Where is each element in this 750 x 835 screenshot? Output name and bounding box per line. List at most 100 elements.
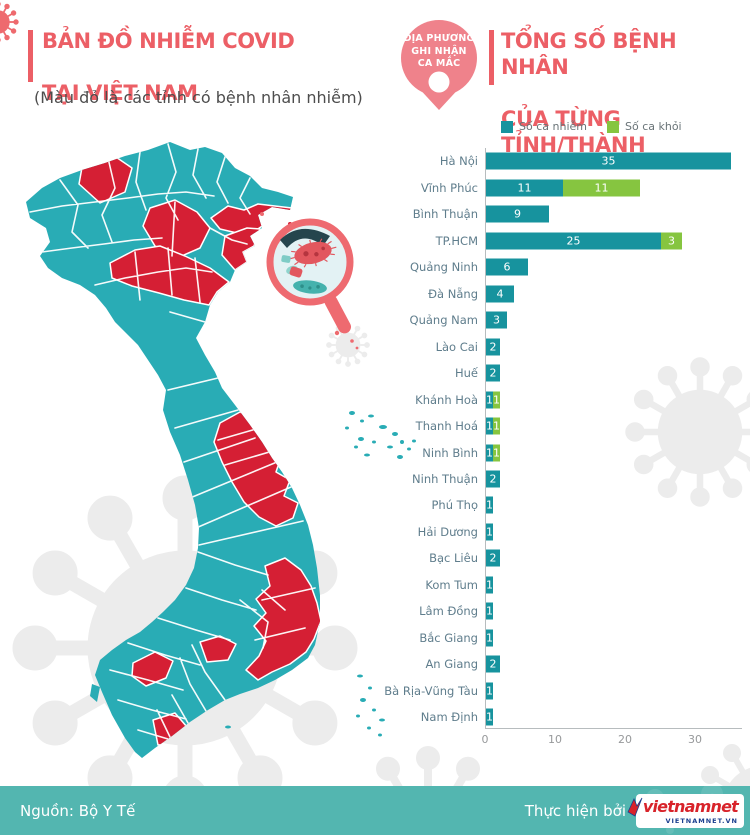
logo-swoosh-icon xyxy=(627,797,643,817)
x-tick-label: 20 xyxy=(618,733,632,746)
bar-infected: 9 xyxy=(486,205,549,223)
bar-group: 4 xyxy=(486,285,514,303)
page-title: BẢN ĐỒ NHIỄM COVID TẠI VIỆT NAM xyxy=(42,28,295,106)
category-label: Hải Dương xyxy=(417,524,478,539)
chart-row: Ninh Bình 1 1 xyxy=(0,439,750,466)
category-label: Bà Rịa-Vũng Tàu xyxy=(384,683,478,698)
badge-text: ĐỊA PHƯƠNG GHI NHẬN CA MẮC xyxy=(397,33,481,71)
x-tick-label: 30 xyxy=(688,733,702,746)
bar-recovered: 1 xyxy=(493,391,500,409)
category-label: Phú Thọ xyxy=(431,498,478,513)
chart-row: Bình Thuận 9 xyxy=(0,201,750,228)
x-tick-label: 10 xyxy=(548,733,562,746)
category-label: An Giang xyxy=(425,657,478,672)
bar-group: 2 xyxy=(486,549,500,567)
page-title-line2: TẠI VIỆT NAM xyxy=(42,81,198,105)
logo-text: vietnamnet xyxy=(642,796,739,816)
logo-subtext: VIETNAMNET.VN xyxy=(665,816,738,825)
x-axis-line xyxy=(485,728,742,729)
bar-infected: 1 xyxy=(486,682,493,700)
bar-group: 2 xyxy=(486,338,500,356)
chart-row: Đà Nẵng 4 xyxy=(0,280,750,307)
category-label: Thanh Hoá xyxy=(415,419,478,434)
chart-row: Hà Nội 35 xyxy=(0,148,750,175)
source-text: Nguồn: Bộ Y Tế xyxy=(20,801,136,820)
legend-infected: Số ca nhiễm xyxy=(501,120,587,133)
bar-infected: 25 xyxy=(486,232,661,250)
category-label: Bình Thuận xyxy=(412,207,478,222)
map-base xyxy=(26,142,416,758)
category-label: Huế xyxy=(454,366,478,381)
category-label: Ninh Thuận xyxy=(412,472,478,486)
bar-group: 6 xyxy=(486,258,528,276)
category-label: Nam Định xyxy=(420,710,478,725)
bar-infected: 2 xyxy=(486,549,500,567)
bar-recovered: 1 xyxy=(493,417,500,435)
chart-title-line1: TỔNG SỐ BỆNH NHÂN xyxy=(501,29,677,79)
bar-infected: 4 xyxy=(486,285,514,303)
bar-infected: 1 xyxy=(486,444,493,462)
chart-row: Hải Dương 1 xyxy=(0,519,750,546)
chart-row: Lào Cai 2 xyxy=(0,333,750,360)
bar-infected: 6 xyxy=(486,258,528,276)
category-label: Lâm Đồng xyxy=(419,604,478,619)
bar-infected: 3 xyxy=(486,311,507,329)
bar-infected: 2 xyxy=(486,655,500,673)
category-label: Ninh Bình xyxy=(422,445,478,460)
bar-group: 25 3 xyxy=(486,232,682,250)
chart-title: TỔNG SỐ BỆNH NHÂN CỦA TỪNG TỈNH/THÀNH xyxy=(501,28,750,158)
bar-group: 11 11 xyxy=(486,179,640,197)
bar-recovered: 11 xyxy=(563,179,640,197)
bar-infected: 11 xyxy=(486,179,563,197)
chart-row: Bà Rịa-Vũng Tàu 1 xyxy=(0,678,750,705)
chart-row: Vĩnh Phúc 11 11 xyxy=(0,174,750,201)
bar-infected: 1 xyxy=(486,602,493,620)
bar-group: 3 xyxy=(486,311,507,329)
bar-group: 1 xyxy=(486,496,493,514)
page-title-line1: BẢN ĐỒ NHIỄM COVID xyxy=(42,29,295,53)
chart-row: Quảng Ninh 6 xyxy=(0,254,750,281)
bar-infected: 1 xyxy=(486,496,493,514)
chart-row: Lâm Đồng 1 xyxy=(0,598,750,625)
bar-infected: 1 xyxy=(486,629,493,647)
badge: ĐỊA PHƯƠNG GHI NHẬN CA MẮC xyxy=(397,20,481,112)
chart-row: An Giang 2 xyxy=(0,651,750,678)
legend-recovered-label: Số ca khỏi xyxy=(624,120,682,133)
category-label: Quảng Ninh xyxy=(409,260,478,275)
chart-row: Quảng Nam 3 xyxy=(0,307,750,334)
badge-line3: CA MẮC xyxy=(417,58,461,69)
vietnamnet-logo[interactable]: vietnamnet VIETNAMNET.VN xyxy=(627,793,744,828)
bar-group: 35 xyxy=(486,152,731,170)
category-label: Bắc Giang xyxy=(419,630,478,645)
bar-group: 1 xyxy=(486,682,493,700)
category-label: Quảng Nam xyxy=(409,313,478,328)
chart-row: Bắc Giang 1 xyxy=(0,625,750,652)
bar-infected: 35 xyxy=(486,152,731,170)
bar-group: 9 xyxy=(486,205,549,223)
legend-infected-label: Số ca nhiễm xyxy=(519,120,587,133)
bar-infected: 1 xyxy=(486,417,493,435)
category-label: Bạc Liêu xyxy=(429,551,478,566)
bar-infected: 2 xyxy=(486,470,500,488)
bar-group: 2 xyxy=(486,470,500,488)
bar-group: 1 xyxy=(486,523,493,541)
legend-recovered-swatch xyxy=(606,120,619,133)
legend-infected-swatch xyxy=(501,120,513,133)
chart-row: Khánh Hoà 1 1 xyxy=(0,386,750,413)
chart-row: Huế 2 xyxy=(0,360,750,387)
category-label: Lào Cai xyxy=(435,339,478,354)
chart-row: Nam Định 1 xyxy=(0,704,750,731)
chart-row: Phú Thọ 1 xyxy=(0,492,750,519)
badge-line2: GHI NHẬN xyxy=(411,45,467,57)
magnifier-icon xyxy=(260,212,359,350)
chart-row: Thanh Hoá 1 1 xyxy=(0,413,750,440)
bar-group: 1 xyxy=(486,576,493,594)
category-label: TP.HCM xyxy=(435,233,478,248)
chart-row: TP.HCM 25 3 xyxy=(0,227,750,254)
chart-row: Ninh Thuận 2 xyxy=(0,466,750,493)
